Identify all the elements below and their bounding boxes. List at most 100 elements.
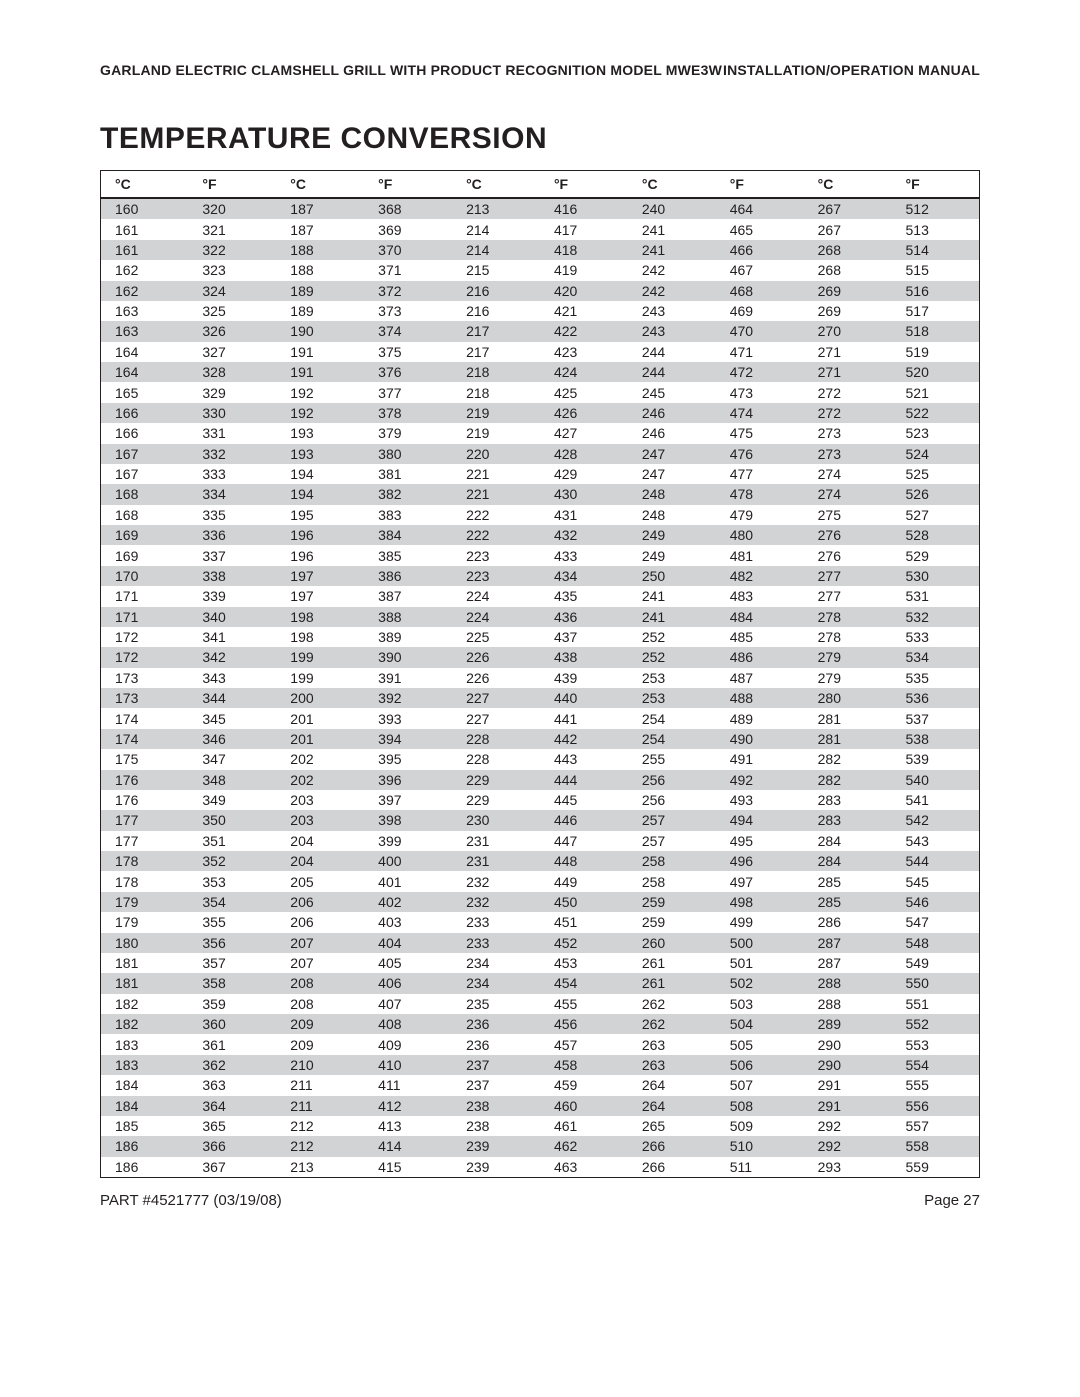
col-header: °C bbox=[452, 171, 540, 199]
table-cell: 532 bbox=[892, 607, 980, 627]
table-cell: 527 bbox=[892, 505, 980, 525]
table-cell: 553 bbox=[892, 1034, 980, 1054]
table-cell: 276 bbox=[804, 545, 892, 565]
table-row: 165329192377218425245473272521 bbox=[101, 382, 980, 402]
table-cell: 219 bbox=[452, 423, 540, 443]
table-cell: 181 bbox=[101, 973, 189, 993]
table-cell: 336 bbox=[188, 525, 276, 545]
table-cell: 473 bbox=[716, 382, 804, 402]
table-cell: 471 bbox=[716, 342, 804, 362]
table-cell: 426 bbox=[540, 403, 628, 423]
table-cell: 383 bbox=[364, 505, 452, 525]
table-row: 163326190374217422243470270518 bbox=[101, 321, 980, 341]
table-cell: 241 bbox=[628, 219, 716, 239]
table-cell: 289 bbox=[804, 1014, 892, 1034]
table-cell: 492 bbox=[716, 770, 804, 790]
table-cell: 502 bbox=[716, 973, 804, 993]
table-cell: 434 bbox=[540, 566, 628, 586]
table-cell: 483 bbox=[716, 586, 804, 606]
table-cell: 542 bbox=[892, 810, 980, 830]
table-cell: 199 bbox=[276, 668, 364, 688]
table-cell: 290 bbox=[804, 1055, 892, 1075]
table-cell: 482 bbox=[716, 566, 804, 586]
table-row: 178353205401232449258497285545 bbox=[101, 871, 980, 891]
table-cell: 236 bbox=[452, 1034, 540, 1054]
table-cell: 332 bbox=[188, 444, 276, 464]
table-cell: 284 bbox=[804, 831, 892, 851]
table-cell: 513 bbox=[892, 219, 980, 239]
table-cell: 428 bbox=[540, 444, 628, 464]
table-cell: 458 bbox=[540, 1055, 628, 1075]
table-cell: 403 bbox=[364, 912, 452, 932]
table-cell: 278 bbox=[804, 627, 892, 647]
table-cell: 197 bbox=[276, 566, 364, 586]
table-cell: 223 bbox=[452, 545, 540, 565]
table-cell: 262 bbox=[628, 994, 716, 1014]
table-cell: 274 bbox=[804, 464, 892, 484]
table-cell: 166 bbox=[101, 403, 189, 423]
col-header: °F bbox=[364, 171, 452, 199]
table-cell: 249 bbox=[628, 525, 716, 545]
table-cell: 486 bbox=[716, 647, 804, 667]
table-cell: 161 bbox=[101, 240, 189, 260]
table-cell: 548 bbox=[892, 933, 980, 953]
table-cell: 386 bbox=[364, 566, 452, 586]
table-cell: 358 bbox=[188, 973, 276, 993]
table-cell: 213 bbox=[452, 198, 540, 219]
table-cell: 448 bbox=[540, 851, 628, 871]
table-cell: 345 bbox=[188, 708, 276, 728]
table-cell: 217 bbox=[452, 321, 540, 341]
table-cell: 182 bbox=[101, 1014, 189, 1034]
table-cell: 269 bbox=[804, 301, 892, 321]
table-cell: 261 bbox=[628, 953, 716, 973]
table-cell: 356 bbox=[188, 933, 276, 953]
table-cell: 503 bbox=[716, 994, 804, 1014]
table-cell: 387 bbox=[364, 586, 452, 606]
table-cell: 429 bbox=[540, 464, 628, 484]
table-row: 161322188370214418241466268514 bbox=[101, 240, 980, 260]
table-cell: 354 bbox=[188, 892, 276, 912]
table-cell: 258 bbox=[628, 871, 716, 891]
table-cell: 222 bbox=[452, 525, 540, 545]
table-cell: 206 bbox=[276, 912, 364, 932]
table-cell: 330 bbox=[188, 403, 276, 423]
table-cell: 191 bbox=[276, 342, 364, 362]
table-row: 181358208406234454261502288550 bbox=[101, 973, 980, 993]
table-cell: 514 bbox=[892, 240, 980, 260]
table-cell: 162 bbox=[101, 260, 189, 280]
table-cell: 208 bbox=[276, 994, 364, 1014]
table-row: 160320187368213416240464267512 bbox=[101, 198, 980, 219]
table-cell: 209 bbox=[276, 1034, 364, 1054]
table-cell: 194 bbox=[276, 484, 364, 504]
table-cell: 207 bbox=[276, 953, 364, 973]
table-cell: 422 bbox=[540, 321, 628, 341]
table-cell: 257 bbox=[628, 810, 716, 830]
table-cell: 245 bbox=[628, 382, 716, 402]
table-cell: 507 bbox=[716, 1075, 804, 1095]
table-row: 161321187369214417241465267513 bbox=[101, 219, 980, 239]
table-cell: 440 bbox=[540, 688, 628, 708]
table-cell: 231 bbox=[452, 831, 540, 851]
table-cell: 181 bbox=[101, 953, 189, 973]
table-cell: 472 bbox=[716, 362, 804, 382]
table-cell: 256 bbox=[628, 790, 716, 810]
table-cell: 212 bbox=[276, 1116, 364, 1136]
table-cell: 479 bbox=[716, 505, 804, 525]
table-cell: 485 bbox=[716, 627, 804, 647]
table-cell: 547 bbox=[892, 912, 980, 932]
table-cell: 243 bbox=[628, 301, 716, 321]
table-cell: 228 bbox=[452, 749, 540, 769]
table-cell: 254 bbox=[628, 729, 716, 749]
table-cell: 399 bbox=[364, 831, 452, 851]
table-cell: 252 bbox=[628, 627, 716, 647]
table-cell: 463 bbox=[540, 1157, 628, 1178]
table-row: 178352204400231448258496284544 bbox=[101, 851, 980, 871]
table-cell: 164 bbox=[101, 362, 189, 382]
table-cell: 381 bbox=[364, 464, 452, 484]
table-row: 183361209409236457263505290553 bbox=[101, 1034, 980, 1054]
table-cell: 433 bbox=[540, 545, 628, 565]
table-cell: 249 bbox=[628, 545, 716, 565]
table-cell: 264 bbox=[628, 1096, 716, 1116]
table-cell: 402 bbox=[364, 892, 452, 912]
table-cell: 367 bbox=[188, 1157, 276, 1178]
